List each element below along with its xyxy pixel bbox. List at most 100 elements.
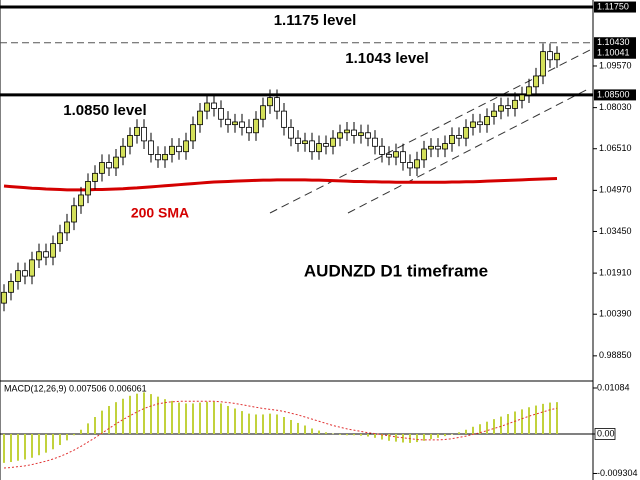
macd-bar [535,405,537,434]
macd-bar [444,433,446,437]
macd-bar [73,433,75,436]
macd-bar [248,413,250,434]
candle-body [183,140,189,153]
candle-body [484,116,490,126]
price-label-box [594,37,636,49]
macd-bar [269,413,271,434]
candle-body [176,145,182,153]
macd-bar [220,403,222,434]
macd-bar [3,433,5,463]
macd-bar [528,407,530,434]
candle-body [148,140,154,155]
y-tick-label: -0.009304 [597,468,638,478]
candle-body [162,154,168,161]
y-tick-label: 1.06510 [599,143,632,153]
candle-body [533,75,539,88]
macd-bar [87,423,89,434]
candle-body [211,102,217,109]
macd-bar [367,433,369,437]
macd-bar [556,402,558,434]
candle-body [29,259,35,277]
macd-bar [360,433,362,436]
macd-bar [94,417,96,434]
macd-bar [185,403,187,434]
candle-body [400,151,406,163]
macd-bar [472,426,474,434]
candle-body [78,194,84,207]
candle-body [491,110,497,117]
price-label: 1.10041 [597,48,630,58]
macd-bar [24,433,26,460]
macd-bar [164,399,166,434]
y-tick-label: 0.98850 [599,350,632,360]
candle-body [50,243,56,258]
macd-bar [101,410,103,434]
macd-bar [143,392,145,434]
macd-bar [192,403,194,434]
candle-body [519,94,525,101]
price-label-box [594,89,636,101]
macd-bar [402,433,404,443]
macd-bar [227,405,229,434]
candle-body [372,137,378,147]
candle-body [330,137,336,147]
macd-bar [171,400,173,434]
price-label: 1.11750 [597,1,629,11]
macd-bar [290,419,292,434]
candle-body [512,99,518,109]
candle-body [421,148,427,161]
zero-label-box [594,428,616,440]
candle-body [120,145,126,158]
candle-body [113,156,119,169]
macd-bar [10,433,12,463]
macd-bar [283,417,285,434]
candle-body [365,132,371,139]
macd-bar [66,433,68,441]
macd-bar [255,414,257,434]
candle-body [505,105,511,109]
y-tick-label: 1.00390 [599,309,632,319]
chart-title: AUDNZD D1 timeframe [304,261,488,280]
candle-body [92,172,98,182]
macd-bar [108,405,110,434]
macd-bar [549,402,551,434]
candle-body [155,154,161,161]
macd-bar [199,402,201,434]
macd-bar [31,433,33,458]
macd-bar [374,433,376,438]
macd-bar [122,398,124,434]
y-tick-label: 1.09570 [599,60,632,70]
candle-body [463,126,469,139]
macd-bar [521,409,523,434]
candle-body [8,281,14,293]
y-tick-label: 1.08030 [599,102,632,112]
candle-body [498,105,504,112]
candle-body [253,118,259,134]
macd-bar [38,433,40,456]
candle-body [64,221,70,234]
price-label-box [594,47,636,59]
candle-body [540,51,546,77]
y-tick-label: 0.00 [597,428,615,438]
y-tick-label: 1.01910 [599,267,632,277]
candle-body [85,181,91,196]
candle-body [407,162,413,169]
candle-body [1,291,7,304]
macd-bar [479,424,481,434]
macd-bar [332,433,334,435]
macd-bar [395,433,397,442]
candle-body [379,145,385,155]
macd-bar [52,433,54,450]
macd-bar [318,430,320,434]
macd-bar [234,408,236,434]
macd-bar [353,433,355,436]
macd-bar [150,394,152,434]
candle-body [106,162,112,169]
macd-bar [465,429,467,434]
macd-bar [45,433,47,453]
candle-body [197,110,203,126]
candle-body [428,145,434,150]
candle-body [232,121,238,126]
price-label: 1.08500 [597,89,630,99]
candle-body [288,126,294,139]
